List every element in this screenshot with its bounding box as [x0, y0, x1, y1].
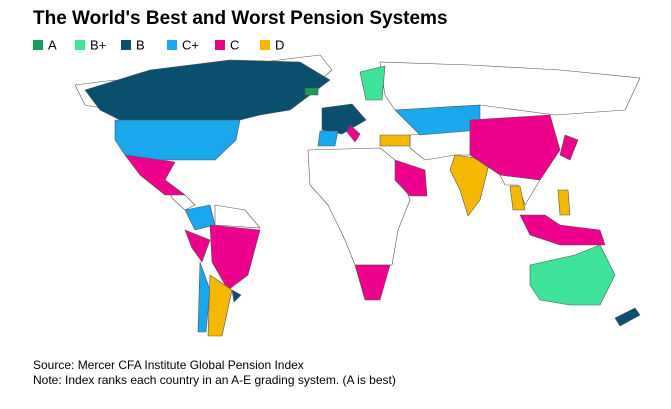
country: [557, 189, 571, 216]
title: The World's Best and Worst Pension Syste…: [33, 8, 448, 29]
land: [214, 204, 261, 229]
country: [184, 229, 211, 263]
country: [519, 214, 606, 246]
note: Note: Index ranks each country in an A-E…: [33, 373, 396, 387]
legend-label: B: [136, 37, 145, 52]
legend-swatch: [75, 40, 85, 50]
country: [469, 114, 561, 181]
country: [359, 65, 386, 101]
legend-swatch: [121, 40, 131, 50]
country: [124, 154, 186, 196]
country: [304, 87, 319, 96]
land: [379, 61, 641, 116]
country: [207, 274, 233, 337]
legend-swatch: [260, 40, 270, 50]
legend-label: C+: [182, 37, 199, 52]
country: [529, 244, 616, 306]
legend: A B+ B C+ C D: [33, 37, 284, 52]
country: [114, 119, 241, 161]
country: [84, 59, 331, 121]
legend-label: C: [230, 37, 239, 52]
legend-swatch: [167, 40, 177, 50]
country: [394, 104, 481, 136]
legend-swatch: [33, 40, 43, 50]
world-map: [74, 54, 641, 337]
country: [394, 159, 428, 197]
source: Source: Mercer CFA Institute Global Pens…: [33, 358, 304, 372]
land: [307, 147, 411, 266]
legend-label: D: [275, 37, 284, 52]
country: [231, 289, 242, 303]
country: [197, 261, 211, 333]
legend-swatch: [215, 40, 225, 50]
country: [209, 224, 261, 291]
country: [379, 134, 411, 147]
country: [321, 103, 367, 135]
country: [614, 307, 641, 327]
land: [409, 129, 471, 161]
country: [317, 130, 339, 147]
legend-label: A: [48, 37, 57, 52]
country: [354, 264, 391, 301]
country: [346, 124, 361, 143]
country: [509, 185, 526, 211]
country: [559, 134, 579, 161]
legend-label: B+: [90, 37, 106, 52]
country: [184, 204, 216, 231]
